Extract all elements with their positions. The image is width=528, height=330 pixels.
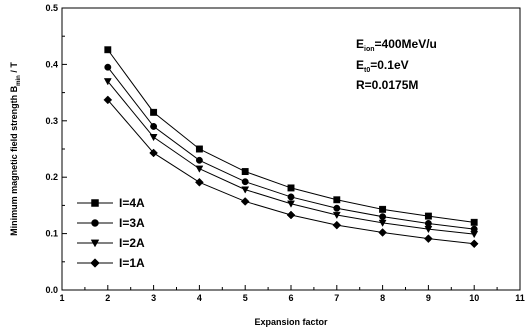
y-tick-label: 0.0 (45, 285, 58, 295)
legend-marker (90, 258, 100, 268)
y-axis-title-unit: / T (9, 62, 19, 76)
annotation-temperature-sub: t0 (364, 67, 370, 74)
data-point (469, 239, 479, 249)
x-tick-label: 1 (59, 293, 64, 303)
data-point (240, 197, 250, 206)
y-tick-label: 0.5 (45, 3, 58, 13)
series-I=1A (103, 95, 479, 249)
legend-label: I=4A (119, 196, 145, 210)
legend-item: I=3A (77, 216, 145, 230)
data-point (379, 205, 387, 213)
data-point (241, 178, 249, 186)
x-tick-label: 4 (197, 293, 202, 303)
data-point (424, 219, 432, 227)
data-point (332, 220, 342, 230)
annotation-ion-energy-main: E (356, 37, 364, 51)
data-point (150, 122, 158, 130)
data-point (103, 78, 112, 86)
data-point (195, 165, 204, 173)
y-tick-label: 0.4 (45, 59, 58, 69)
legend-item: I=4A (77, 196, 145, 210)
annotation-block: Eion=400MeV/u Et0=0.1eV R=0.0175M (356, 37, 437, 92)
data-point (333, 196, 341, 204)
data-point (104, 46, 112, 54)
data-point (470, 218, 478, 226)
legend-label: I=2A (119, 236, 145, 250)
axis-ticks (61, 7, 521, 291)
legend-item: I=1A (77, 256, 145, 270)
data-point (424, 212, 432, 220)
data-point (332, 211, 341, 220)
data-point (378, 219, 387, 227)
legend-marker (90, 239, 100, 248)
data-point (195, 156, 203, 164)
y-axis-title-sub: min (16, 75, 22, 86)
data-point (287, 184, 295, 192)
data-point (195, 145, 203, 153)
x-tick-label: 7 (334, 293, 339, 303)
data-point (287, 193, 295, 201)
y-axis-title: Minimum magnetic field strength Bmin / T (9, 62, 22, 236)
plot-area (61, 7, 521, 291)
legend: I=4A I=3A I=2A I=1A (77, 196, 145, 270)
data-point (286, 210, 296, 220)
y-tick-label: 0.3 (45, 116, 58, 126)
annotation-temperature-rest: =0.1eV (370, 58, 408, 72)
annotation-temperature-main: E (356, 58, 364, 72)
y-axis-title-main: Minimum magnetic field strength B (9, 85, 19, 236)
x-tick-label: 5 (243, 293, 248, 303)
data-point (241, 168, 249, 176)
data-point (470, 231, 479, 239)
data-point (379, 213, 387, 221)
annotation-ion-energy-rest: =400MeV/u (375, 37, 437, 51)
legend-marker (91, 199, 99, 207)
annotation-ion-energy: Eion=400MeV/u (356, 37, 437, 53)
data-point (149, 134, 158, 142)
series-I=2A (103, 78, 479, 239)
annotation-temperature: Et0=0.1eV (356, 58, 409, 74)
data-point (195, 177, 204, 187)
data-point (149, 148, 158, 158)
data-point (333, 204, 341, 212)
axis-tick-labels: 1 2 3 4 5 6 7 8 9 10 11 0.0 0.1 0.2 0.3 0.4 0.5 (45, 3, 524, 303)
data-point (150, 108, 158, 116)
data-point (424, 225, 433, 234)
series-I=4A (104, 46, 478, 226)
legend-label: I=3A (119, 216, 145, 230)
data-point (378, 228, 387, 237)
x-axis-title: Expansion factor (254, 317, 328, 327)
legend-label: I=1A (119, 256, 145, 270)
data-point (241, 186, 250, 194)
x-tick-label: 8 (380, 293, 385, 303)
annotation-radius: R=0.0175M (356, 78, 418, 92)
y-tick-label: 0.1 (45, 229, 58, 239)
y-tick-label: 0.2 (45, 172, 58, 182)
series-I=3A (104, 63, 478, 233)
legend-marker (91, 219, 99, 227)
annotation-ion-energy-sub: ion (364, 46, 375, 53)
x-tick-label: 9 (426, 293, 431, 303)
x-tick-label: 3 (151, 293, 156, 303)
x-tick-label: 6 (288, 293, 293, 303)
data-point (103, 95, 113, 105)
data-point (104, 63, 112, 71)
data-point (424, 234, 433, 244)
x-tick-label: 10 (469, 293, 479, 303)
x-tick-label: 2 (105, 293, 110, 303)
series-layer (103, 46, 479, 249)
data-point (287, 200, 295, 208)
legend-item: I=2A (77, 236, 145, 250)
x-tick-label: 11 (515, 293, 525, 303)
